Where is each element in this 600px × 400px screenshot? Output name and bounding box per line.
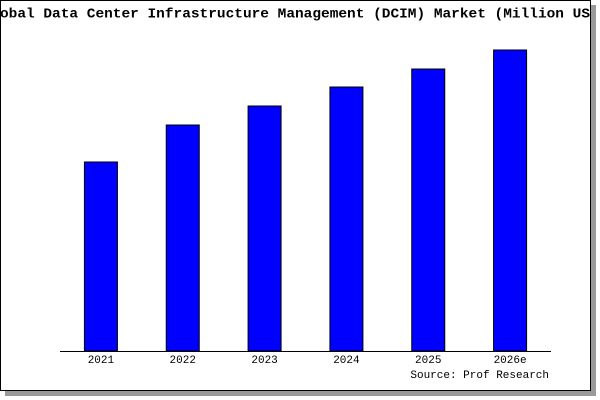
bar [329, 86, 364, 352]
bar [247, 105, 282, 352]
x-tick-label: 2024 [333, 355, 360, 367]
x-tick-label: 2025 [415, 355, 441, 367]
x-tick-label: 2021 [88, 355, 115, 367]
bar [493, 49, 528, 352]
bar [411, 68, 446, 352]
bar [83, 161, 118, 352]
source-note: Source: Prof Research [410, 370, 549, 382]
chart-title: obal Data Center Infrastructure Manageme… [0, 7, 590, 23]
bar [165, 124, 200, 352]
x-tick-label: 2023 [251, 355, 277, 367]
x-tick-label: 2026e [494, 355, 527, 367]
x-tick-label: 2022 [170, 355, 196, 367]
